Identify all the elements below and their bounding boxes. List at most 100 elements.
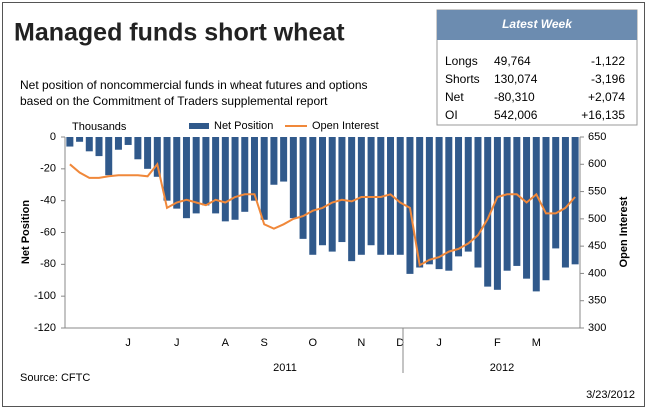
y2-tick-label: 400 (588, 267, 606, 279)
subtitle: based on the Commitment of Traders suppl… (20, 94, 328, 108)
y-tick-label: -120 (34, 322, 56, 334)
date: 3/23/2012 (586, 389, 635, 401)
bar (425, 137, 433, 265)
bar (455, 137, 463, 257)
bar (435, 137, 443, 270)
y-tick-label: -100 (34, 290, 56, 302)
y2-tick-label: 450 (588, 240, 606, 252)
panel-cell: -1,122 (591, 54, 625, 68)
legend-label: Net Position (214, 120, 273, 132)
bar (250, 137, 258, 201)
x-tick-label: S (261, 337, 268, 349)
panel-cell: -80,310 (494, 90, 535, 104)
y2-axis-title: Open Interest (618, 196, 630, 267)
panel-header (437, 10, 637, 40)
units-label: Thousands (72, 121, 127, 133)
year-label: 2012 (490, 362, 514, 374)
x-tick-label: O (309, 337, 318, 349)
bar (367, 137, 375, 246)
bar (561, 137, 569, 268)
y2-tick-label: 650 (588, 131, 606, 143)
y-axis-title: Net Position (20, 200, 32, 264)
source: Source: CFTC (20, 372, 90, 384)
bar (231, 137, 239, 220)
bar (134, 137, 142, 160)
bar (406, 137, 414, 274)
bar (144, 137, 152, 169)
panel-cell: Longs (445, 54, 478, 68)
bar (513, 137, 521, 266)
bar (105, 137, 113, 176)
bar (270, 137, 278, 185)
y-tick-label: -40 (40, 195, 56, 207)
panel-cell: -3,196 (591, 72, 625, 86)
bar (474, 137, 482, 268)
x-tick-label: A (222, 337, 230, 349)
bar (542, 137, 550, 281)
y2-tick-label: 500 (588, 213, 606, 225)
legend-label: Open Interest (312, 120, 379, 132)
bar (348, 137, 356, 262)
bar (173, 137, 181, 209)
bar (66, 137, 74, 147)
bar (503, 137, 511, 271)
y-tick-label: 0 (50, 131, 56, 143)
panel-cell: 542,006 (494, 108, 538, 122)
x-tick-label: J (125, 337, 131, 349)
subtitle: Net position of noncommercial funds in w… (20, 78, 368, 92)
bar (445, 137, 453, 271)
bar (552, 137, 560, 249)
bar (396, 137, 404, 255)
y-tick-label: -60 (40, 226, 56, 238)
panel-cell: Net (445, 90, 464, 104)
bar (182, 137, 190, 219)
bar (328, 137, 336, 252)
bar (484, 137, 492, 287)
bar (309, 137, 317, 255)
y2-tick-label: 300 (588, 322, 606, 334)
panel-cell: OI (445, 108, 458, 122)
bar (114, 137, 122, 150)
bar (289, 137, 297, 219)
bar (192, 137, 200, 214)
y-tick-label: -20 (40, 163, 56, 175)
bar (338, 137, 346, 243)
panel-cell: +16,135 (581, 108, 625, 122)
year-label: 2011 (273, 362, 297, 374)
bar (202, 137, 210, 206)
bar (95, 137, 103, 157)
x-tick-label: N (357, 337, 365, 349)
bar (532, 137, 540, 292)
chart-title: Managed funds short wheat (14, 19, 345, 47)
x-tick-label: D (396, 337, 404, 349)
line (69, 162, 576, 267)
bar (241, 137, 249, 212)
bar (493, 137, 501, 290)
panel-cell: Shorts (445, 72, 480, 86)
x-tick-label: J (174, 337, 180, 349)
panel-cell: 130,074 (494, 72, 538, 86)
y2-tick-label: 600 (588, 158, 606, 170)
panel-cell: +2,074 (588, 90, 625, 104)
x-tick-label: J (436, 337, 442, 349)
panel-cell: 49,764 (494, 54, 531, 68)
y2-tick-label: 350 (588, 295, 606, 307)
x-tick-label: F (494, 337, 501, 349)
bar (260, 137, 268, 220)
y2-tick-label: 550 (588, 185, 606, 197)
y-tick-label: -80 (40, 258, 56, 270)
bar (464, 137, 472, 252)
bar (523, 137, 531, 279)
bar (571, 137, 579, 265)
bar (221, 137, 229, 222)
bar (76, 137, 84, 142)
bar (124, 137, 132, 145)
bar (387, 137, 395, 255)
bar (357, 137, 365, 255)
bar (153, 137, 161, 177)
bar (416, 137, 424, 268)
bar (319, 137, 326, 246)
legend-swatch (189, 123, 209, 129)
x-tick-label: M (532, 337, 541, 349)
